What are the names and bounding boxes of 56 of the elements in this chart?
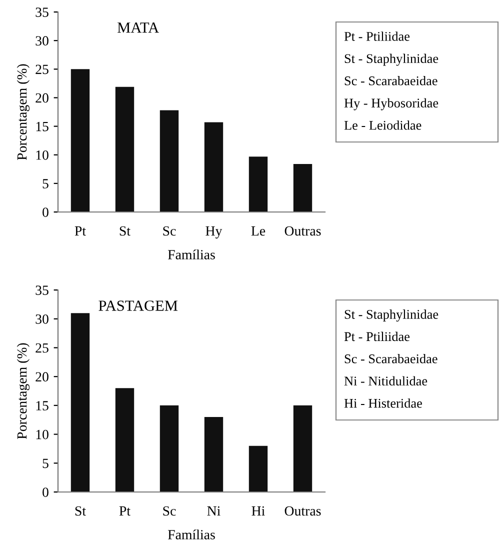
text: Le - Leiodidae [344, 120, 422, 130]
x-tick-label: Sc [163, 506, 176, 516]
text: Sc - Scarabaeidae [344, 354, 438, 364]
x-tick-label: Hy [206, 226, 222, 238]
y-tick-label: 25 [36, 64, 48, 74]
text: Sc - Scarabaeidae [344, 76, 438, 86]
y-tick-label: 20 [36, 93, 48, 103]
x-tick-label: St [120, 226, 130, 236]
text: St - Staphylinidae [344, 310, 438, 322]
text: Hi - Histeridae [344, 398, 422, 408]
bar [160, 405, 179, 492]
x-tick-label: St [75, 506, 86, 516]
y-tick-label: 5 [42, 179, 48, 188]
y-tick-label: 10 [36, 150, 48, 160]
x-axis-title: Famílias [168, 250, 215, 260]
x-tick-label: Sc [163, 226, 176, 236]
bar [204, 122, 224, 212]
y-tick-label: 0 [42, 488, 48, 497]
x-tick-label: Pt [74, 226, 86, 236]
text: St - Staphylinidae [344, 54, 438, 66]
y-tick-label: 0 [42, 208, 48, 217]
y-tick-label: 5 [42, 458, 48, 468]
bar [293, 164, 312, 212]
x-axis-title: Famílias [168, 530, 215, 540]
y-axis-title: Porcentagem (%) [16, 64, 30, 160]
x-tick-label: Pt [119, 506, 130, 516]
y-tick-label: 35 [36, 286, 48, 295]
x-tick-label: Outras [284, 226, 321, 236]
bar [70, 69, 90, 212]
text: Ni - Nitidulidae [344, 376, 428, 386]
bar [204, 416, 224, 492]
x-tick-label: Ni [207, 506, 220, 516]
bar [248, 446, 268, 492]
y-tick-label: 10 [36, 430, 48, 440]
x-tick-label: Hi [252, 506, 265, 516]
text: MATA [118, 22, 160, 33]
y-tick-label: 30 [36, 36, 48, 46]
y-tick-label: 35 [36, 8, 48, 17]
x-tick-label: Le [251, 226, 266, 236]
bar [248, 156, 268, 212]
y-tick-label: 15 [36, 122, 48, 132]
bar [115, 388, 134, 492]
x-tick-label: Outras [284, 506, 321, 516]
y-axis-title: Porcentagem (%) [16, 343, 30, 439]
bar [293, 405, 312, 492]
text: Hy - Hybosoridae [344, 98, 438, 110]
y-tick-label: 15 [36, 401, 48, 410]
text: Pt - Ptiliidae [344, 332, 410, 342]
bar [160, 110, 179, 212]
bar [115, 86, 134, 212]
y-tick-label: 25 [36, 343, 48, 353]
text: PASTAGEM [98, 300, 178, 311]
bar [70, 313, 90, 492]
y-tick-label: 20 [36, 372, 48, 382]
text: Pt - Ptiliidae [344, 32, 410, 41]
y-tick-label: 30 [36, 314, 48, 324]
